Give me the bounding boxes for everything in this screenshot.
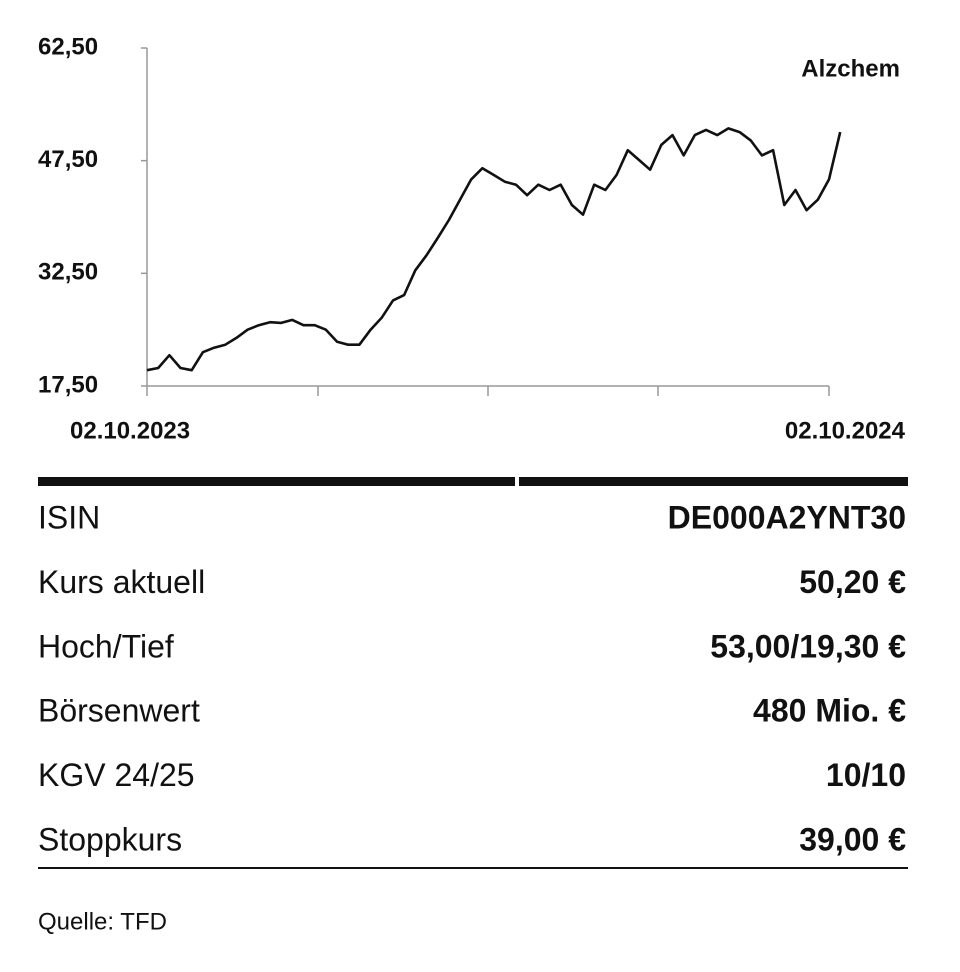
row-value: 53,00/19,30 € <box>710 628 906 664</box>
y-tick-label: 17,50 <box>38 371 98 398</box>
y-tick-label: 62,50 <box>38 33 98 60</box>
row-value: 10/10 <box>826 757 906 793</box>
divider <box>519 477 908 486</box>
annotation: Alzchem <box>801 55 900 82</box>
x-tick-label: 02.10.2024 <box>785 417 906 444</box>
row-label: Stoppkurs <box>38 821 182 857</box>
row-label: Kurs aktuell <box>38 564 205 600</box>
source: Quelle: TFD <box>38 908 167 935</box>
price-line <box>146 127 842 372</box>
row-label: Börsenwert <box>38 693 200 729</box>
row-label: ISIN <box>38 499 100 535</box>
row-label: Hoch/Tief <box>38 628 174 664</box>
divider <box>38 477 515 486</box>
row-value: 39,00 € <box>799 821 906 857</box>
row-value: 50,20 € <box>799 564 906 600</box>
x-tick-label: 02.10.2023 <box>70 417 190 444</box>
y-tick-label: 32,50 <box>38 259 98 286</box>
row-label: KGV 24/25 <box>38 757 195 793</box>
row-value: 480 Mio. € <box>753 693 906 729</box>
x-ticks <box>146 386 830 396</box>
row-value: DE000A2YNT30 <box>668 499 906 535</box>
y-tick-label: 47,50 <box>38 146 98 173</box>
